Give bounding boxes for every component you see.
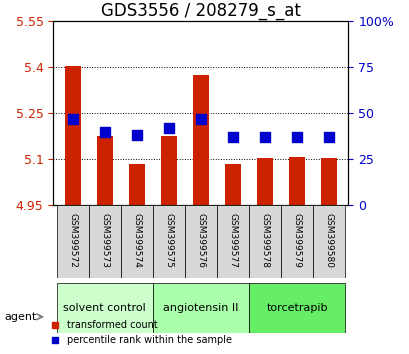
Bar	[88, 205, 120, 278]
Text: GSM399580: GSM399580	[324, 212, 333, 268]
Bar	[56, 205, 88, 278]
Text: GSM399576: GSM399576	[196, 212, 205, 268]
Text: GSM399574: GSM399574	[132, 212, 141, 268]
Bar	[288, 157, 304, 205]
Bar	[312, 205, 344, 278]
Title: GDS3556 / 208279_s_at: GDS3556 / 208279_s_at	[101, 2, 300, 20]
Point	[69, 116, 76, 122]
Bar	[192, 75, 209, 205]
Text: agent: agent	[4, 312, 36, 322]
Bar	[225, 164, 240, 205]
Bar	[320, 158, 337, 205]
Bar	[153, 283, 248, 333]
Legend: transformed count, percentile rank within the sample: transformed count, percentile rank withi…	[46, 316, 236, 349]
Text: GSM399573: GSM399573	[100, 212, 109, 268]
Bar	[56, 283, 153, 333]
Text: solvent control: solvent control	[63, 303, 146, 313]
Text: GSM399579: GSM399579	[292, 212, 301, 268]
Bar	[184, 205, 216, 278]
Bar	[160, 136, 176, 205]
Bar	[248, 283, 344, 333]
Point	[133, 132, 139, 138]
Bar	[120, 205, 153, 278]
Bar	[97, 136, 112, 205]
Text: GSM399575: GSM399575	[164, 212, 173, 268]
Text: angiotensin II: angiotensin II	[163, 303, 238, 313]
Point	[325, 135, 332, 140]
Point	[261, 135, 268, 140]
Text: GSM399578: GSM399578	[260, 212, 269, 268]
Bar	[64, 66, 81, 205]
Bar	[216, 205, 248, 278]
Text: GSM399572: GSM399572	[68, 212, 77, 268]
Text: GSM399577: GSM399577	[228, 212, 237, 268]
Point	[165, 125, 172, 131]
Point	[229, 135, 236, 140]
Bar	[153, 205, 184, 278]
Point	[293, 135, 300, 140]
Bar	[281, 205, 312, 278]
Bar	[128, 164, 144, 205]
Text: torcetrapib: torcetrapib	[266, 303, 327, 313]
Point	[197, 116, 204, 122]
Bar	[256, 158, 272, 205]
Bar	[248, 205, 281, 278]
Point	[101, 129, 108, 135]
